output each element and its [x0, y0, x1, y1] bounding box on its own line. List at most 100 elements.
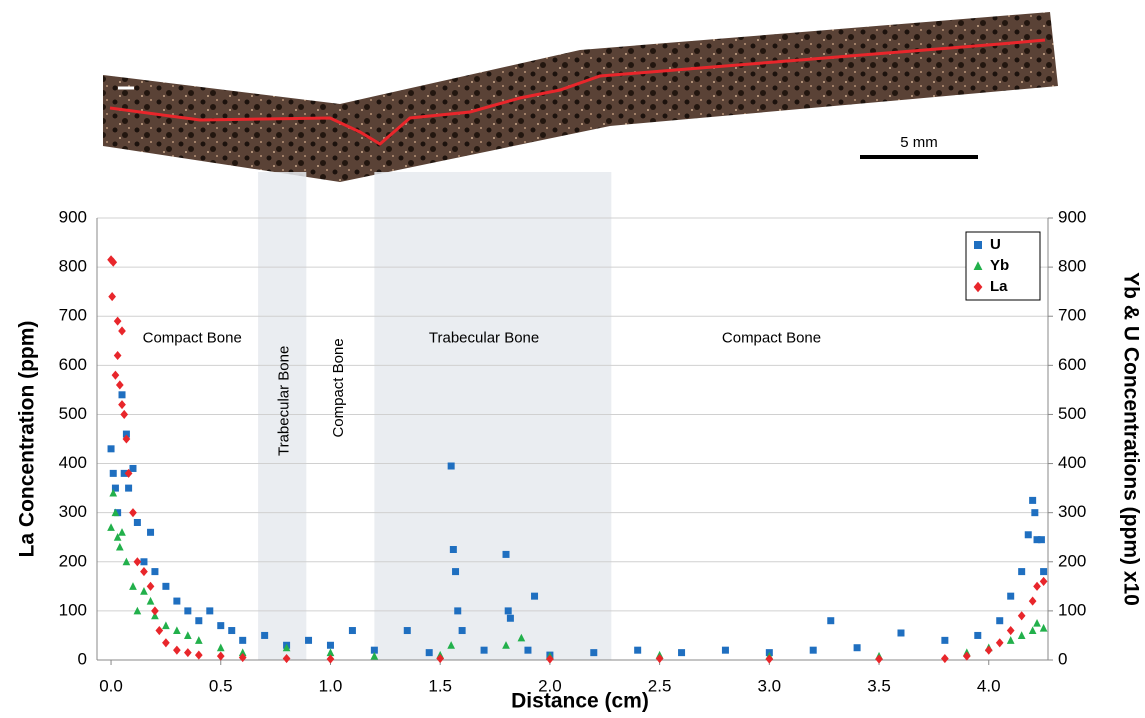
- x-tick-label: 0.5: [209, 676, 233, 695]
- point: [502, 641, 510, 649]
- point: [115, 380, 124, 390]
- point: [140, 567, 148, 577]
- point: [118, 400, 126, 410]
- legend-marker: [973, 261, 983, 270]
- point: [146, 581, 155, 591]
- point: [634, 646, 642, 654]
- point: [113, 533, 122, 541]
- point: [195, 617, 203, 625]
- point: [109, 488, 118, 497]
- y-axis-title: La Concentration (ppm): [16, 321, 39, 558]
- point: [109, 257, 118, 267]
- point: [531, 592, 539, 600]
- point: [261, 631, 269, 639]
- point: [282, 643, 291, 652]
- point: [524, 646, 532, 654]
- point: [1029, 496, 1037, 504]
- x-tick-label: 2.0: [538, 676, 562, 695]
- annotation: Compact Bone: [143, 329, 242, 346]
- legend-label: U: [990, 236, 1001, 253]
- point: [107, 523, 115, 531]
- y-tick-label: 600: [59, 355, 87, 374]
- point: [326, 648, 335, 657]
- annotation: Compact Bone: [722, 329, 821, 346]
- point: [1039, 623, 1048, 632]
- x-tick-label: 3.0: [758, 676, 782, 695]
- point: [897, 629, 905, 637]
- point: [122, 430, 130, 438]
- point: [425, 649, 433, 657]
- point: [655, 653, 664, 664]
- legend-label: Yb: [990, 257, 1009, 274]
- point: [111, 484, 119, 492]
- y2-tick-label: 300: [1058, 502, 1086, 521]
- point: [151, 606, 159, 616]
- point: [370, 646, 378, 654]
- point: [502, 550, 510, 558]
- point: [1037, 536, 1045, 544]
- point: [1018, 568, 1026, 576]
- legend-label: La: [990, 278, 1008, 295]
- point: [115, 542, 124, 551]
- point: [941, 653, 949, 664]
- point: [140, 558, 148, 566]
- x-axis-title: Distance (cm): [511, 690, 649, 713]
- y2-tick-label: 100: [1058, 600, 1086, 619]
- y-tick-label: 400: [59, 453, 87, 472]
- y2-tick-label: 200: [1058, 551, 1086, 570]
- point: [122, 557, 131, 566]
- annotation: Trabecular Bone: [429, 329, 539, 346]
- point: [590, 649, 598, 657]
- point: [238, 648, 247, 657]
- y-tick-label: 200: [59, 551, 87, 570]
- annotation: Compact Bone: [330, 338, 347, 437]
- point: [480, 646, 488, 654]
- point: [995, 638, 1004, 648]
- scale-label: 5 mm: [900, 134, 938, 151]
- y2-axis-title: Yb & U Concentrations (ppm) x10: [1119, 272, 1142, 606]
- point: [118, 391, 126, 399]
- y-tick-label: 300: [59, 502, 87, 521]
- photo-line: [109, 38, 1046, 146]
- y-tick-label: 0: [78, 649, 87, 668]
- y-tick-label: 100: [59, 600, 87, 619]
- point: [326, 654, 335, 664]
- point: [133, 518, 141, 526]
- y-tick-label: 500: [59, 404, 87, 423]
- point: [447, 641, 456, 649]
- point: [173, 597, 181, 605]
- point: [941, 636, 949, 644]
- point: [678, 649, 686, 657]
- y2-tick-label: 500: [1058, 404, 1086, 423]
- point: [282, 653, 291, 664]
- point: [370, 651, 379, 660]
- point: [183, 631, 192, 639]
- point: [1006, 636, 1015, 644]
- point: [305, 636, 313, 644]
- point: [114, 509, 122, 517]
- point: [206, 607, 214, 615]
- y2-tick-label: 600: [1058, 355, 1086, 374]
- point: [147, 528, 155, 536]
- point: [140, 587, 148, 595]
- y-tick-label: 700: [59, 306, 87, 325]
- point: [155, 625, 164, 636]
- point: [1033, 581, 1041, 591]
- point: [853, 644, 861, 652]
- point: [108, 292, 116, 302]
- point: [217, 622, 225, 630]
- point: [504, 607, 512, 615]
- point: [458, 627, 466, 635]
- x-tick-label: 4.0: [977, 676, 1001, 695]
- annotation: Trabecular Bone: [275, 346, 292, 456]
- point: [721, 646, 729, 654]
- y2-tick-label: 900: [1058, 207, 1086, 226]
- point: [183, 648, 192, 658]
- point: [151, 611, 159, 620]
- point: [403, 627, 411, 635]
- point: [506, 614, 514, 622]
- y2-tick-label: 0: [1058, 649, 1067, 668]
- point: [129, 508, 137, 518]
- point: [454, 607, 462, 615]
- point: [107, 445, 115, 453]
